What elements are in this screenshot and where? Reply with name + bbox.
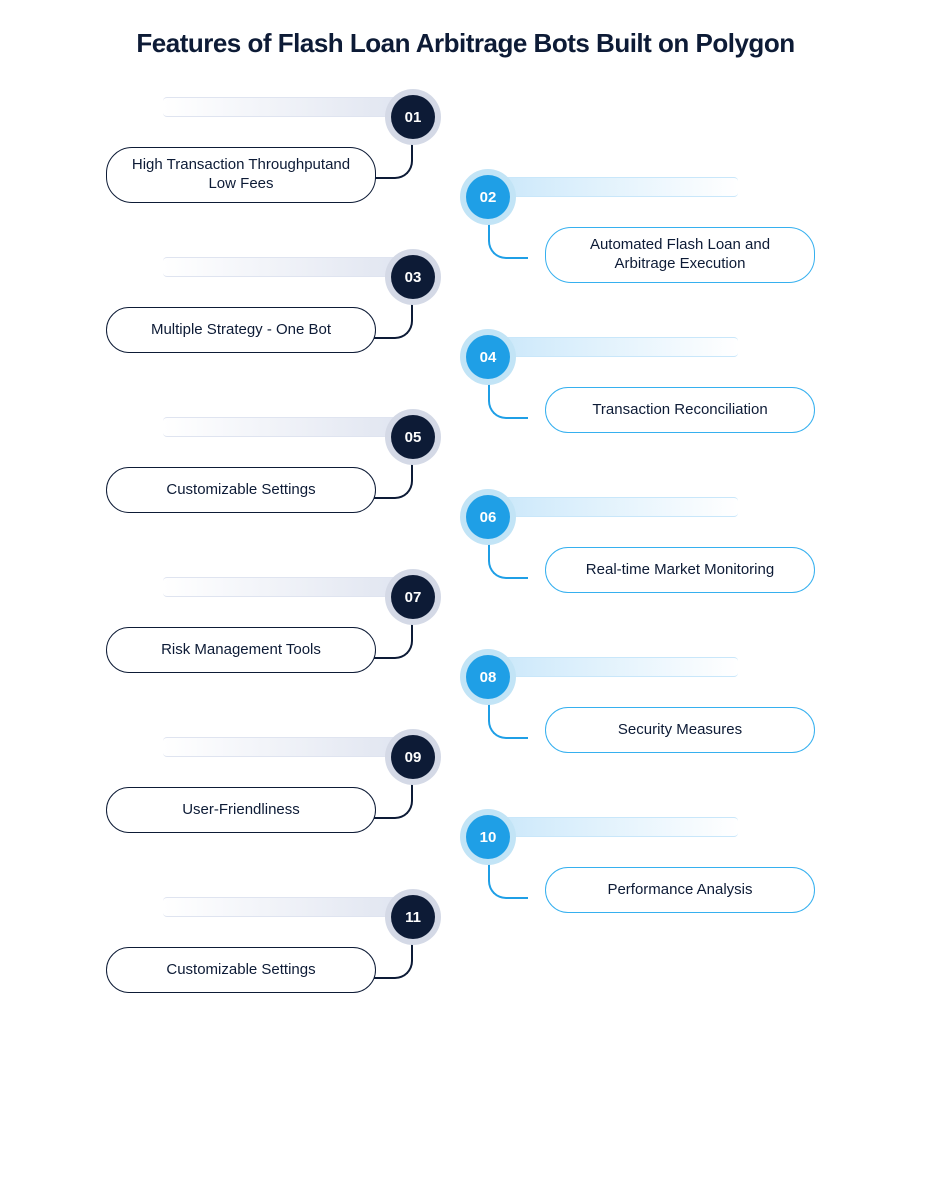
feature-label: Transaction Reconciliation: [545, 387, 815, 433]
number-circle: 01: [385, 89, 441, 145]
number-circle: 03: [385, 249, 441, 305]
feature-label: Automated Flash Loan and Arbitrage Execu…: [545, 227, 815, 283]
feature-item: 11Customizable Settings: [106, 889, 441, 959]
feature-label: Security Measures: [545, 707, 815, 753]
feature-label: Multiple Strategy - One Bot: [106, 307, 376, 353]
number-badge: 01: [391, 95, 435, 139]
number-circle: 04: [460, 329, 516, 385]
number-circle: 08: [460, 649, 516, 705]
feature-item: 03Multiple Strategy - One Bot: [106, 249, 441, 319]
number-circle: 02: [460, 169, 516, 225]
feature-label: Performance Analysis: [545, 867, 815, 913]
decorative-band: [488, 657, 738, 677]
decorative-band: [488, 497, 738, 517]
number-badge: 05: [391, 415, 435, 459]
feature-item: 04Transaction Reconciliation: [460, 329, 795, 399]
feature-label: User-Friendliness: [106, 787, 376, 833]
decorative-band: [488, 817, 738, 837]
number-circle: 05: [385, 409, 441, 465]
feature-label: Customizable Settings: [106, 467, 376, 513]
feature-item: 06Real-time Market Monitoring: [460, 489, 795, 559]
decorative-band: [488, 337, 738, 357]
feature-item: 07Risk Management Tools: [106, 569, 441, 639]
number-badge: 08: [466, 655, 510, 699]
number-badge: 03: [391, 255, 435, 299]
number-circle: 11: [385, 889, 441, 945]
decorative-band: [163, 897, 413, 917]
feature-item: 09User-Friendliness: [106, 729, 441, 799]
feature-label: Real-time Market Monitoring: [545, 547, 815, 593]
feature-item: 05Customizable Settings: [106, 409, 441, 479]
feature-list: 01 High Transaction Throughputand Low Fee…: [0, 89, 931, 1189]
number-circle: 10: [460, 809, 516, 865]
decorative-band: [163, 577, 413, 597]
decorative-band: [488, 177, 738, 197]
decorative-band: [163, 257, 413, 277]
number-circle: 09: [385, 729, 441, 785]
number-badge: 02: [466, 175, 510, 219]
feature-label: Risk Management Tools: [106, 627, 376, 673]
number-badge: 06: [466, 495, 510, 539]
number-badge: 07: [391, 575, 435, 619]
number-circle: 07: [385, 569, 441, 625]
decorative-band: [163, 97, 413, 117]
decorative-band: [163, 737, 413, 757]
feature-label: Customizable Settings: [106, 947, 376, 993]
page-title: Features of Flash Loan Arbitrage Bots Bu…: [0, 28, 931, 59]
number-badge: 11: [391, 895, 435, 939]
number-badge: 09: [391, 735, 435, 779]
infographic-container: Features of Flash Loan Arbitrage Bots Bu…: [0, 0, 931, 1189]
feature-item: 08Security Measures: [460, 649, 795, 719]
number-circle: 06: [460, 489, 516, 545]
feature-item: 10Performance Analysis: [460, 809, 795, 879]
feature-item: 01High Transaction Throughputand Low Fee…: [106, 89, 441, 159]
number-badge: 04: [466, 335, 510, 379]
decorative-band: [163, 417, 413, 437]
number-badge: 10: [466, 815, 510, 859]
feature-label: High Transaction Throughputand Low Fees: [106, 147, 376, 203]
feature-item: 02Automated Flash Loan and Arbitrage Exe…: [460, 169, 795, 239]
